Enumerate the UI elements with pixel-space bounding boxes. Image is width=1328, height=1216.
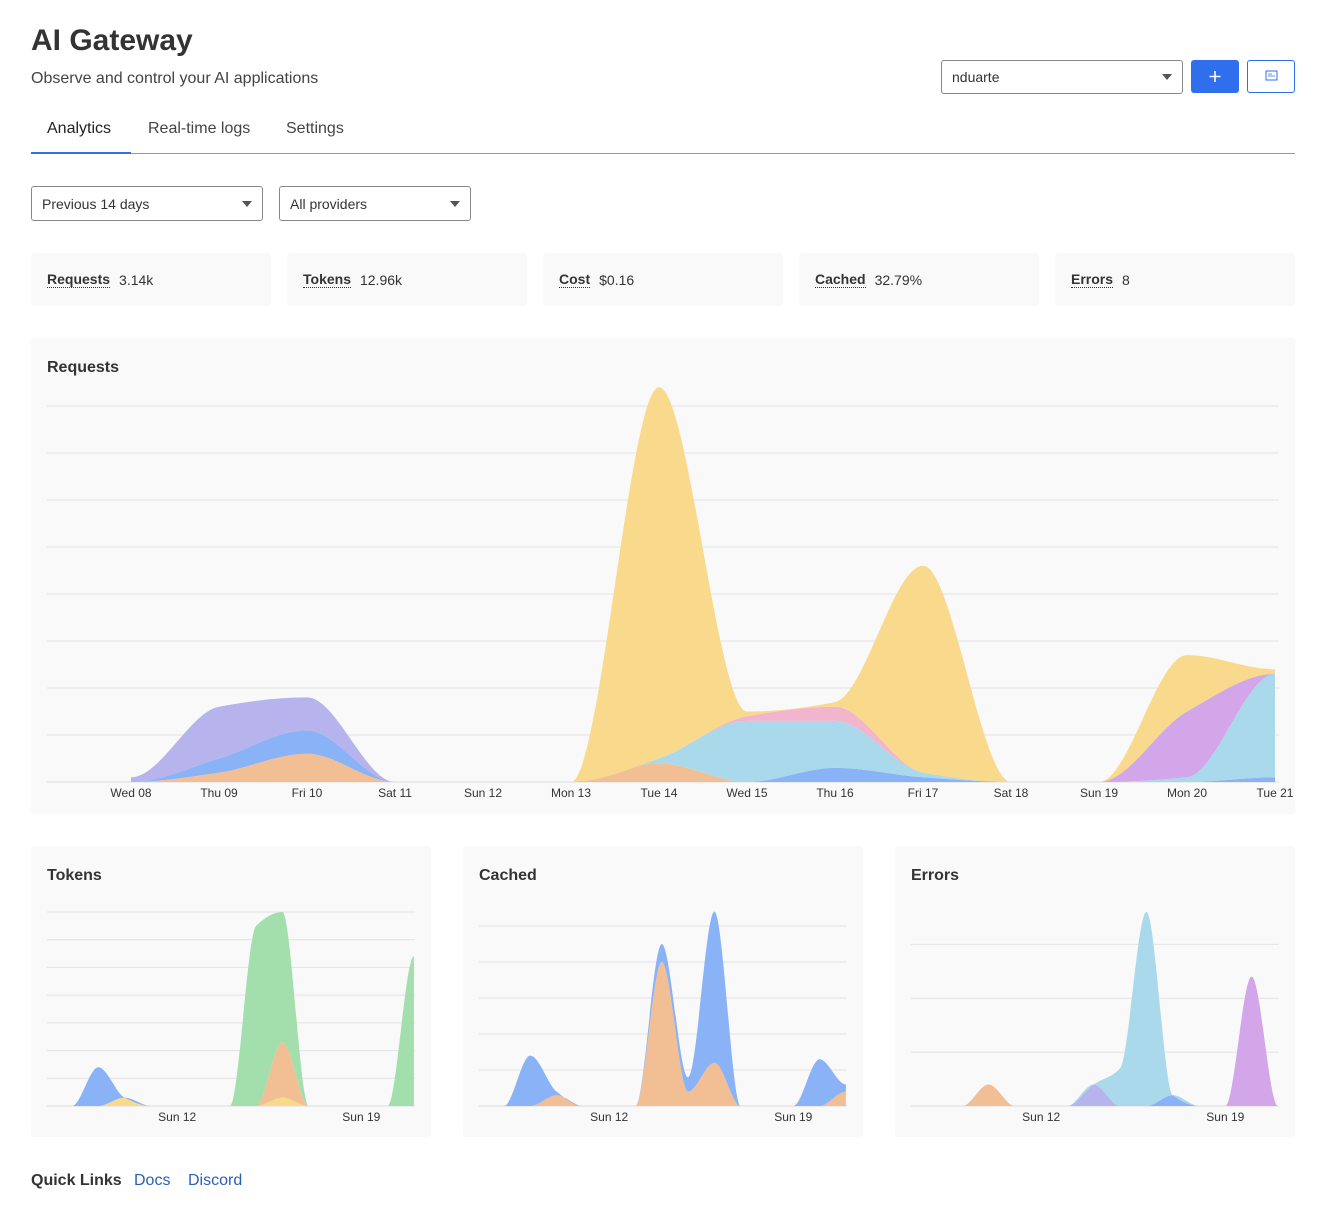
provider-filter[interactable]: All providers bbox=[279, 186, 471, 221]
area-series bbox=[131, 673, 1275, 782]
x-tick-label: Sun 12 bbox=[1022, 1110, 1060, 1124]
plot bbox=[72, 912, 414, 1106]
area-series bbox=[131, 387, 1275, 782]
chart-title: Cached bbox=[479, 867, 537, 884]
stat-label: Errors bbox=[1071, 270, 1114, 288]
api-icon bbox=[1265, 70, 1278, 81]
stat-label: Cached bbox=[815, 270, 866, 288]
stat-card: Cost $0.16 bbox=[543, 253, 783, 306]
link[interactable]: Docs bbox=[134, 1172, 171, 1189]
x-tick-label: Sat 11 bbox=[378, 786, 412, 800]
filter-value: Previous 14 days bbox=[42, 195, 150, 212]
stat-card: Cached 32.79% bbox=[799, 253, 1039, 306]
x-tick-label: Thu 09 bbox=[200, 786, 238, 800]
x-tick-label: Sun 19 bbox=[1206, 1110, 1244, 1124]
x-tick-label: Wed 08 bbox=[110, 786, 151, 800]
area-series bbox=[131, 753, 1275, 782]
x-tick-label: Tue 21 bbox=[1257, 786, 1294, 800]
stat-label: Requests bbox=[47, 270, 111, 288]
link[interactable]: Discord bbox=[188, 1172, 243, 1189]
x-tick-label: Sun 12 bbox=[590, 1110, 628, 1124]
stat-label: Cost bbox=[559, 270, 591, 288]
chart-card: Requests Wed 08 Thu 09 Fri 10 Sat 11 Sun 12 Mo… bbox=[31, 338, 1295, 814]
stat-card: Tokens 12.96k bbox=[287, 253, 527, 306]
plot bbox=[504, 911, 846, 1106]
active-tab-indicator bbox=[31, 152, 131, 154]
area-series bbox=[131, 673, 1275, 782]
plus-icon bbox=[1209, 71, 1221, 82]
chart-card: Errors Sun 12 Sun 19 bbox=[895, 846, 1295, 1137]
area-series bbox=[504, 962, 846, 1106]
stat-value: 3.14k bbox=[119, 271, 154, 288]
time-filter[interactable]: Previous 14 days bbox=[31, 186, 263, 221]
x-tick-label: Sat 18 bbox=[994, 786, 1029, 800]
stat-value: 8 bbox=[1122, 271, 1130, 288]
stat-value: $0.16 bbox=[599, 271, 635, 288]
area-series bbox=[936, 1084, 1278, 1106]
x-tick-label: Fri 17 bbox=[908, 786, 939, 800]
x-tick-label: Mon 20 bbox=[1167, 786, 1207, 800]
x-tick-label: Sun 19 bbox=[1080, 786, 1118, 800]
area-series bbox=[504, 911, 846, 1106]
chart-title: Tokens bbox=[47, 867, 102, 884]
tab[interactable]: Real-time logs bbox=[148, 120, 251, 137]
x-tick-label: Fri 10 bbox=[292, 786, 323, 800]
tab-divider bbox=[31, 153, 1295, 154]
plot bbox=[131, 387, 1275, 782]
x-tick-label: Sun 19 bbox=[774, 1110, 812, 1124]
quick-links-title: Quick Links bbox=[31, 1172, 122, 1189]
x-tick-label: Tue 14 bbox=[641, 786, 678, 800]
chart-background bbox=[31, 846, 431, 1137]
stat-label: Tokens bbox=[303, 270, 351, 288]
area-series bbox=[72, 1097, 414, 1106]
stat-value: 32.79% bbox=[874, 271, 923, 288]
tab[interactable]: Analytics bbox=[47, 120, 112, 137]
stat-value: 12.96k bbox=[359, 271, 403, 288]
x-tick-label: Thu 16 bbox=[816, 786, 854, 800]
gateway-select[interactable]: nduarte bbox=[941, 60, 1183, 94]
chart-title: Errors bbox=[911, 867, 959, 884]
stat-card: Errors 8 bbox=[1055, 253, 1295, 306]
chart-card: Tokens Sun 12 Sun 19 bbox=[31, 846, 431, 1137]
stat-card: Requests 3.14k bbox=[31, 253, 271, 306]
page-title: AI Gateway bbox=[31, 24, 193, 57]
x-tick-label: Mon 13 bbox=[551, 786, 591, 800]
filter-value: All providers bbox=[290, 195, 368, 212]
x-tick-label: Sun 12 bbox=[158, 1110, 196, 1124]
chart-title: Requests bbox=[47, 359, 119, 376]
area-series bbox=[72, 912, 414, 1106]
add-button[interactable] bbox=[1191, 60, 1239, 93]
x-tick-label: Sun 19 bbox=[342, 1110, 380, 1124]
page-subtitle: Observe and control your AI applications bbox=[31, 70, 319, 87]
api-button[interactable] bbox=[1247, 60, 1295, 93]
area-series bbox=[936, 912, 1278, 1106]
gateway-select-value: nduarte bbox=[952, 69, 1000, 85]
chart-card: Cached Sun 12 Sun 19 bbox=[463, 846, 863, 1137]
chart-background bbox=[895, 846, 1295, 1137]
area-series bbox=[72, 1042, 414, 1106]
x-tick-label: Sun 12 bbox=[464, 786, 502, 800]
tab[interactable]: Settings bbox=[286, 120, 344, 137]
plot bbox=[936, 912, 1278, 1106]
x-tick-label: Wed 15 bbox=[726, 786, 767, 800]
